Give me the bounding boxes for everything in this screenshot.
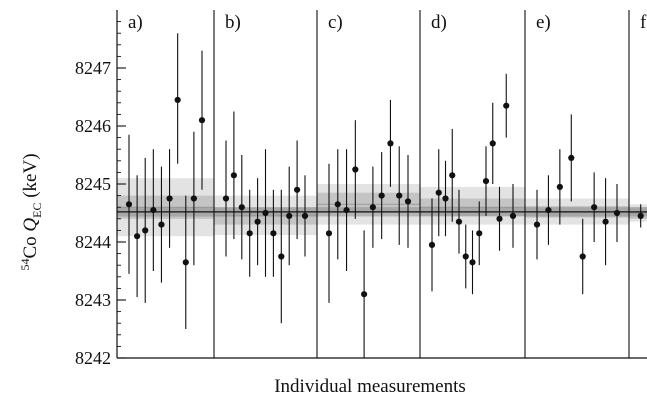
data-point [191,195,197,201]
data-point [476,230,482,236]
data-point [335,201,341,207]
data-point [496,216,502,222]
data-point [262,210,268,216]
data-point [326,230,332,236]
data-point [286,213,292,219]
data-point [396,193,402,199]
data-point [158,222,164,228]
y-axis-title-unit: (keV) [20,153,41,202]
y-axis-title-element: Co [20,232,41,259]
data-point [591,204,597,210]
data-point [142,227,148,233]
data-point [387,140,393,146]
panel-label: c) [328,12,343,33]
data-point [580,253,586,259]
data-point [126,201,132,207]
data-point [361,291,367,297]
data-point [469,259,475,265]
data-point [166,195,172,201]
data-point [183,259,189,265]
data-point [255,219,261,225]
y-axis-title-subscript: EC [30,203,44,218]
data-point [302,213,308,219]
data-point [534,222,540,228]
data-point [614,210,620,216]
data-point [199,117,205,123]
data-point [429,242,435,248]
data-point [343,207,349,213]
panel-label: f) [640,12,647,33]
data-point [223,195,229,201]
data-point [134,233,140,239]
data-point [294,187,300,193]
data-point [247,230,253,236]
data-point [510,213,516,219]
data-point [231,172,237,178]
panel-label: d) [431,12,447,33]
data-point [352,166,358,172]
y-axis-title-superscript: 54 [18,259,32,271]
data-point [379,193,385,199]
data-point [405,198,411,204]
data-point [449,172,455,178]
panel-labels: a) b) c) d) e) f) [128,12,647,33]
data-point [175,97,181,103]
data-point [270,230,276,236]
y-tick-label: 8244 [75,232,111,252]
panel-label: b) [225,12,241,33]
data-point [557,184,563,190]
data-point [239,204,245,210]
data-point [370,204,376,210]
data-point [503,103,509,109]
panel-label: a) [128,12,143,33]
y-tick-label: 8246 [75,116,111,136]
data-point [602,219,608,225]
data-point [436,190,442,196]
data-point [568,155,574,161]
data-point [638,213,644,219]
y-tick-label: 8245 [75,174,111,194]
data-point [483,178,489,184]
y-tick-label: 8247 [75,58,111,78]
y-tick-label: 8242 [75,348,111,368]
data-point [463,253,469,259]
y-tick-label: 8243 [75,290,111,310]
data-point [545,207,551,213]
data-point [442,195,448,201]
panel-label: e) [536,12,551,33]
y-axis-title-symbol: Q [20,218,41,232]
data-point [150,207,156,213]
data-point [456,219,462,225]
y-axis-title: 54Co QEC (keV) [18,153,44,270]
x-axis-title: Individual measurements [274,376,466,397]
data-point [278,253,284,259]
data-point [490,140,496,146]
